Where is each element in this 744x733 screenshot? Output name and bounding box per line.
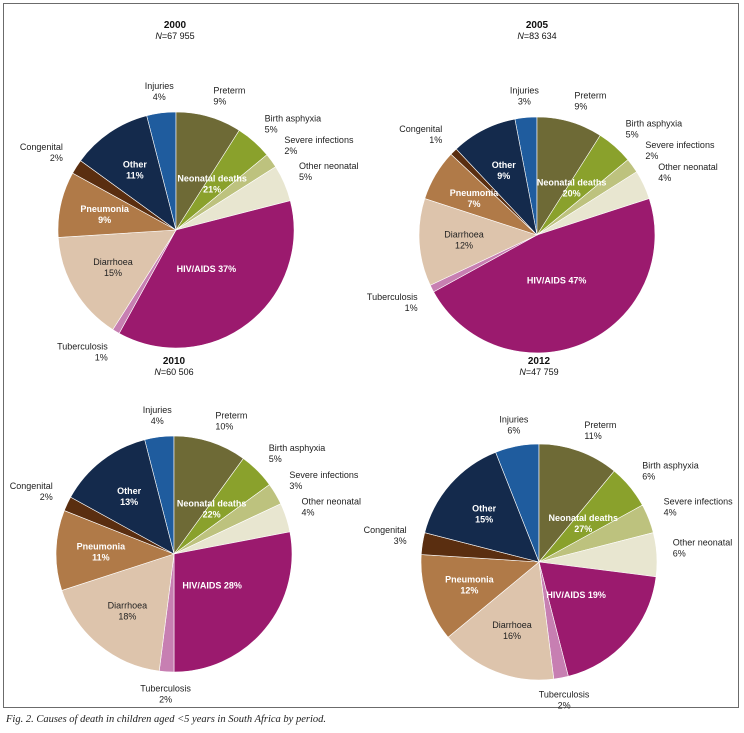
data-label-hiv-aids: HIV/AIDS 47%	[527, 275, 587, 285]
data-label-hiv-aids: HIV/AIDS 19%	[546, 590, 606, 600]
pie-slice-hiv-aids	[173, 531, 293, 673]
data-label-birth-asphyxia: Birth asphyxia 6%	[642, 461, 699, 482]
data-label-preterm: Preterm 9%	[213, 85, 245, 106]
pie-slice-pneumonia	[420, 554, 540, 638]
data-label-neonatal-deaths: Neonatal deaths 20%	[537, 177, 607, 198]
pie-slice-preterm	[173, 435, 244, 555]
data-label-injuries: Injuries 3%	[510, 86, 540, 107]
figure-caption: Fig. 2. Causes of death in children aged…	[6, 714, 327, 725]
data-label-injuries: Injuries 4%	[145, 81, 175, 102]
chart-title: 2005	[526, 20, 549, 31]
data-label-diarrhoea: Diarrhoea 12%	[444, 230, 484, 251]
pie-slice-diarrhoea	[57, 229, 177, 331]
data-label-severe-infections: Severe infections 2%	[284, 135, 354, 156]
data-label-severe-infections: Severe infections 3%	[289, 470, 359, 491]
pie-slice-other	[455, 118, 538, 236]
data-label-birth-asphyxia: Birth asphyxia 5%	[265, 113, 322, 134]
data-label-severe-infections: Severe infections 2%	[645, 140, 715, 161]
data-label-birth-asphyxia: Birth asphyxia 5%	[626, 118, 683, 139]
data-label-tuberculosis: Tuberculosis 2%	[539, 690, 590, 709]
chart-title: 2010	[163, 356, 186, 367]
data-label-hiv-aids: HIV/AIDS 37%	[177, 264, 237, 274]
data-label-other-neonatal: Other neonatal 4%	[658, 162, 718, 183]
data-label-tuberculosis: Tuberculosis 2%	[140, 684, 191, 705]
data-label-pneumonia: Pneumonia 9%	[80, 204, 130, 225]
figure-frame: 2000 N=67 955 Injuries 4% Preterm 9% Birth asp…	[3, 3, 739, 709]
pie-slice-diarrhoea	[61, 553, 175, 672]
data-label-pneumonia: Pneumonia 11%	[77, 542, 127, 563]
pie-slice-other	[80, 115, 177, 231]
data-label-preterm: Preterm 10%	[215, 411, 247, 432]
data-label-neonatal-deaths: Neonatal deaths 22%	[177, 499, 247, 520]
pie-slice-pneumonia	[55, 510, 175, 591]
chart-n-label: N=47 759	[519, 367, 558, 377]
data-label-other: Other 9%	[492, 160, 517, 181]
chart-n-label: N=67 955	[155, 31, 194, 41]
data-label-other: Other 15%	[472, 504, 497, 525]
pie-slice-other	[424, 451, 540, 563]
data-label-other-neonatal: Other neonatal 5%	[299, 161, 359, 182]
data-label-other-neonatal: Other neonatal 6%	[673, 538, 733, 559]
data-label-diarrhoea: Diarrhoea 15%	[93, 257, 133, 278]
data-label-congenital: Congenital 3%	[364, 525, 407, 546]
chart-title: 2012	[528, 356, 551, 367]
data-label-tuberculosis: Tuberculosis 1%	[367, 292, 418, 313]
data-label-congenital: Congenital 2%	[10, 481, 53, 502]
data-label-preterm: Preterm 11%	[584, 420, 616, 441]
pie-slice-diarrhoea	[418, 198, 538, 286]
data-label-pneumonia: Pneumonia 12%	[445, 575, 495, 596]
pie-slice-diarrhoea	[447, 561, 555, 681]
data-label-severe-infections: Severe infections 4%	[664, 497, 734, 518]
data-label-birth-asphyxia: Birth asphyxia 5%	[269, 443, 326, 464]
chart-n-label: N=60 506	[154, 367, 193, 377]
data-label-tuberculosis: Tuberculosis 1%	[57, 341, 108, 362]
pie-slice-hiv-aids	[538, 561, 657, 677]
data-label-diarrhoea: Diarrhoea 16%	[492, 620, 532, 641]
data-label-other: Other 13%	[117, 486, 142, 507]
data-label-injuries: Injuries 4%	[143, 405, 173, 426]
pie-slice-hiv-aids	[118, 200, 295, 349]
pie-slice-preterm	[538, 443, 615, 563]
data-label-congenital: Congenital 2%	[20, 142, 63, 163]
data-label-other-neonatal: Other neonatal 4%	[301, 497, 361, 518]
chart-n-label: N=83 634	[517, 31, 556, 41]
pie-slice-hiv-aids	[433, 198, 656, 354]
data-label-preterm: Preterm 9%	[574, 90, 606, 111]
data-label-hiv-aids: HIV/AIDS 28%	[182, 581, 242, 591]
data-label-neonatal-deaths: Neonatal deaths 27%	[548, 513, 618, 534]
data-label-pneumonia: Pneumonia 7%	[450, 188, 500, 209]
pie-slice-other	[70, 439, 175, 555]
chart-title: 2000	[164, 20, 187, 31]
data-label-neonatal-deaths: Neonatal deaths 21%	[177, 173, 247, 194]
data-label-congenital: Congenital 1%	[399, 124, 442, 145]
data-label-diarrhoea: Diarrhoea 18%	[108, 600, 148, 621]
data-label-other: Other 11%	[123, 159, 148, 180]
data-label-injuries: Injuries 6%	[499, 414, 529, 435]
